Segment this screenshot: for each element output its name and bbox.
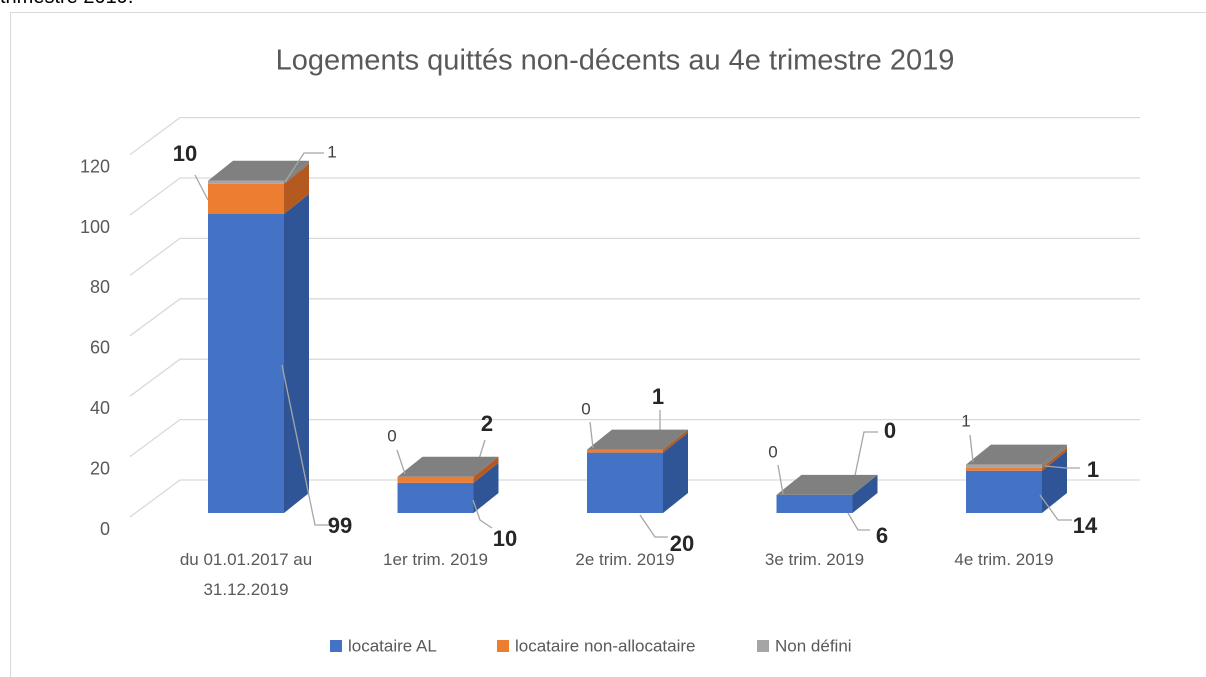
bar bbox=[208, 214, 284, 513]
grid-line bbox=[129, 358, 1140, 397]
grid-line bbox=[129, 418, 1140, 458]
bar-side bbox=[284, 163, 309, 215]
bar bbox=[208, 183, 284, 215]
y-tick-label: 100 bbox=[80, 217, 110, 237]
grid-line bbox=[129, 116, 1140, 156]
y-tick-label: 120 bbox=[80, 156, 110, 176]
bar-top bbox=[587, 429, 688, 450]
data-label: 2 bbox=[481, 411, 493, 436]
bar bbox=[397, 476, 474, 483]
data-label: 99 bbox=[328, 513, 352, 538]
bar bbox=[966, 464, 1042, 468]
data-label: 1 bbox=[652, 384, 664, 409]
bar-side bbox=[1042, 447, 1067, 471]
leader-line bbox=[396, 449, 406, 475]
legend-label: Non défini bbox=[775, 636, 852, 655]
bar-side bbox=[663, 432, 688, 513]
data-label: 1 bbox=[1087, 457, 1099, 482]
bar bbox=[966, 470, 1042, 513]
leader-line bbox=[847, 512, 870, 531]
data-label: 1 bbox=[327, 142, 336, 161]
data-label: 0 bbox=[884, 418, 896, 443]
legend-swatch bbox=[497, 640, 509, 652]
y-tick-label: 20 bbox=[90, 458, 110, 478]
grid-line bbox=[129, 237, 1140, 276]
bar bbox=[776, 494, 853, 513]
bar-side bbox=[473, 462, 499, 513]
data-label: 1 bbox=[961, 411, 970, 430]
header-fragment: trimestre 2019. bbox=[0, 0, 133, 9]
y-tick-label: 80 bbox=[90, 277, 110, 297]
grid-line bbox=[129, 177, 1140, 216]
legend-label: locataire AL bbox=[348, 636, 437, 655]
bar bbox=[208, 180, 284, 184]
leader-line bbox=[1039, 494, 1072, 521]
y-tick-label: 0 bbox=[100, 519, 110, 539]
leader-line bbox=[777, 464, 784, 495]
data-label: 0 bbox=[581, 399, 590, 418]
data-label: 10 bbox=[173, 141, 197, 166]
legend-swatch bbox=[330, 640, 342, 652]
data-label: 6 bbox=[876, 523, 888, 548]
bar-side bbox=[663, 429, 688, 453]
data-label: 10 bbox=[493, 526, 517, 551]
bar bbox=[397, 482, 474, 513]
leader-line bbox=[281, 364, 330, 526]
chart-border bbox=[10, 12, 1206, 677]
bar bbox=[587, 449, 663, 453]
leader-line bbox=[589, 421, 594, 449]
bar-top bbox=[966, 444, 1067, 465]
bar bbox=[587, 452, 663, 513]
x-tick-label: 4e trim. 2019 bbox=[954, 550, 1054, 569]
x-tick-label: 1er trim. 2019 bbox=[383, 550, 488, 569]
leader-line bbox=[284, 152, 324, 183]
y-tick-label: 40 bbox=[90, 398, 110, 418]
bar-side bbox=[284, 160, 309, 184]
x-tick-label: 3e trim. 2019 bbox=[764, 550, 865, 569]
leader-line bbox=[639, 514, 668, 538]
bar-side bbox=[473, 456, 499, 483]
bar-top bbox=[776, 474, 878, 495]
data-label: 14 bbox=[1073, 513, 1098, 538]
bar-side bbox=[1042, 444, 1067, 468]
chart-title: Logements quittés non-décents au 4e trim… bbox=[276, 45, 955, 77]
bar bbox=[966, 467, 1042, 471]
bar-top bbox=[397, 456, 499, 477]
leader-line bbox=[1044, 465, 1080, 469]
grid-line bbox=[129, 298, 1140, 337]
data-label: 0 bbox=[768, 442, 777, 461]
legend-label: locataire non-allocataire bbox=[515, 636, 696, 655]
leader-line bbox=[472, 499, 493, 529]
x-tick-label: du 01.01.2017 au 31.12.2019 bbox=[179, 550, 313, 599]
bar-side bbox=[284, 194, 309, 513]
bar-top bbox=[208, 160, 309, 181]
leader-line bbox=[969, 434, 974, 463]
legend-swatch bbox=[757, 640, 769, 652]
data-label: 20 bbox=[670, 531, 694, 556]
x-tick-label: 2e trim. 2019 bbox=[575, 550, 675, 569]
data-label: 0 bbox=[387, 426, 396, 445]
leader-line bbox=[851, 431, 878, 491]
y-tick-label: 60 bbox=[90, 338, 110, 358]
leader-line bbox=[194, 174, 209, 201]
bar-side bbox=[852, 474, 878, 513]
